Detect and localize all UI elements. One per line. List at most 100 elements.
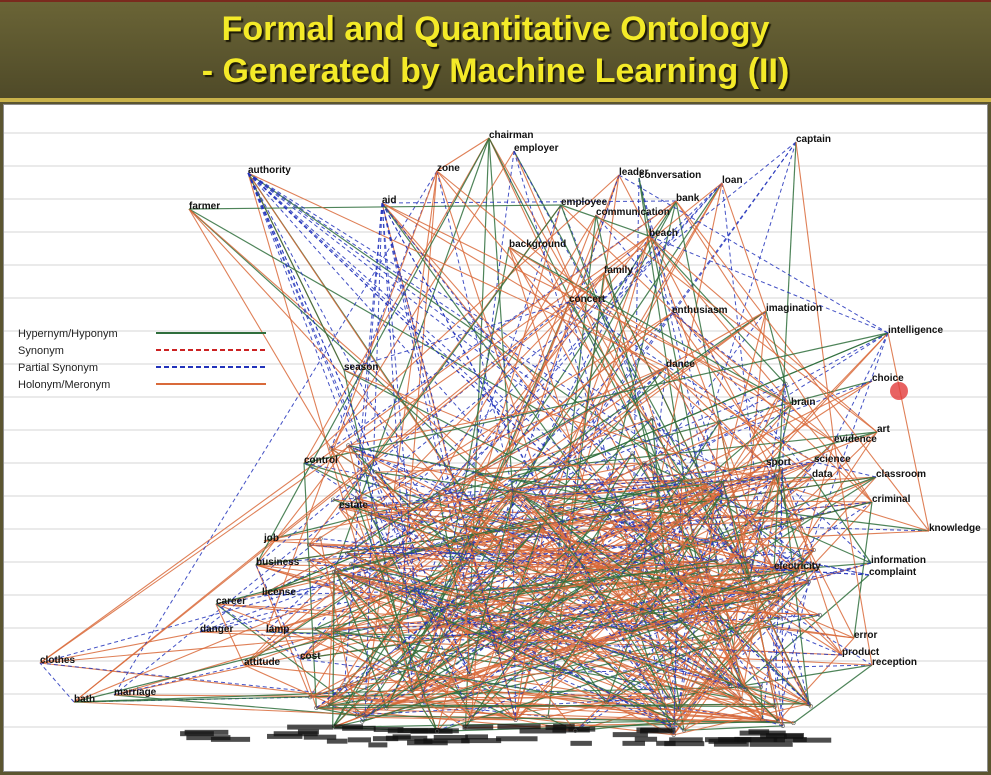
graph-vertex [346,443,351,448]
partial-synonym-edge [391,607,651,668]
hypernym-edge [336,571,438,732]
holonym-edge [624,482,709,522]
node-label-reception: reception [872,657,917,668]
partial-synonym-edge [420,625,438,701]
node-label-chairman: chairman [489,130,533,141]
graph-vertex [419,698,424,703]
holonym-edge [697,476,813,571]
node-label-control: control [304,455,338,466]
partial-synonym-edge [773,568,870,576]
graph-vertex [435,729,440,734]
graph-vertex [720,479,725,484]
holonym-edge [464,525,542,729]
partial-synonym-edge [369,513,717,562]
holonym-edge [740,469,782,700]
holonym-edge [333,612,417,632]
graph-vertex [330,725,335,730]
partial-synonym-edge [265,182,723,633]
holonym-edge [247,172,667,368]
graph-vertex [538,523,544,528]
holonym-edge [73,701,364,716]
hypernym-edge [546,366,667,508]
holonym-edge [436,137,490,172]
graph-vertex [657,536,662,541]
graph-vertex [743,686,749,692]
hypernym-edge [362,619,686,723]
holonym-edge [707,570,762,688]
node-label-conversation: conversation [639,170,701,181]
partial-synonym-edge [511,488,517,720]
partial-synonym-edge [39,542,471,664]
overlapping-label-blur [664,741,705,747]
graph-vertex [510,486,515,491]
partial-synonym-edge [641,366,667,582]
partial-synonym-edge [247,172,749,562]
holonym-edge [348,409,539,447]
holonym-edge [476,474,812,707]
holonym-edge [39,235,650,664]
graph-vertex [783,381,788,386]
overlapping-label-blur [773,737,807,743]
partial-synonym-edge [247,172,803,520]
graph-vertex [695,567,700,573]
node-label-criminal: criminal [872,494,911,505]
partial-synonym-edge [247,172,418,614]
overlapping-label-blur [373,726,404,732]
partial-synonym-edge [668,481,724,698]
graph-vertex [523,496,528,501]
holonym-edge [473,570,798,593]
overlapping-label-blur [634,736,658,742]
hypernym-edge [351,563,632,633]
graph-vertex [676,707,681,713]
overlapping-label-blur [186,735,231,741]
partial-synonym-edge [361,453,633,722]
overlapping-label-blur [765,732,804,738]
holonym-edge [659,538,751,563]
node-label-career: career [216,596,246,607]
holonym-edge [265,170,438,633]
graph-vertex [746,559,751,564]
partial-synonym-edge [462,492,723,700]
overlapping-label-blur [372,736,399,742]
graph-vertex [409,587,415,593]
holonym-edge [381,202,815,463]
partial-synonym-edge [558,664,873,674]
holonym-edge [671,312,782,470]
hypernym-edge [677,581,810,711]
partial-synonym-edge [369,513,742,687]
partial-synonym-edge [532,532,677,722]
ontology-graph: chairman employer captain authority zone lead… [4,130,987,748]
holonym-edge [464,578,471,674]
holonym-edge [365,716,516,721]
partial-synonym-edge [39,662,75,703]
graph-vertex [817,612,822,618]
partial-synonym-edge [113,664,245,696]
hypernym-edge [470,543,685,731]
partial-synonym-edge [464,514,482,579]
graph-vertex [674,506,679,511]
graph-vertex [673,718,679,724]
graph-vertex [331,628,336,633]
partial-synonym-edge [833,332,889,443]
holonym-edge [303,174,620,464]
hypernym-edge [314,560,717,630]
holonym-edge [308,559,472,719]
holonym-edge [813,441,835,463]
holonym-edge [188,208,371,515]
partial-synonym-edge [618,174,889,334]
graph-vertex [622,519,627,524]
overlapping-label-blur [273,731,318,737]
partial-synonym-edge [247,172,633,455]
holonym-edge [707,422,720,571]
node-label-employee: employee [561,197,608,208]
hypernym-edge [333,561,469,632]
hypernym-edge [631,453,709,572]
holonym-edge [333,491,515,632]
hypernym-edge [546,506,731,687]
node-label-loan: loan [722,175,743,186]
overlapping-label-blur [392,734,411,740]
holonym-edge [584,567,730,641]
graph-vertex [495,651,500,656]
node-label-danger: danger [200,624,233,635]
